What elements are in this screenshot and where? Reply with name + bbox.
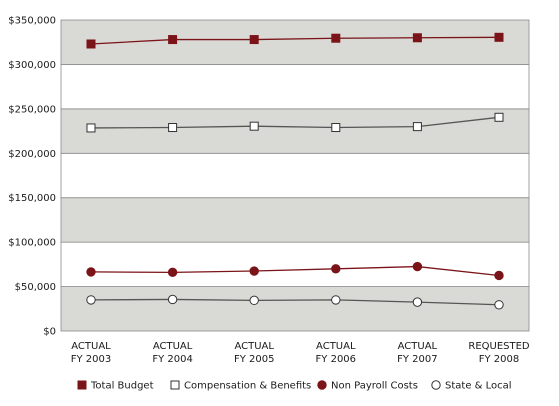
data-point-compensation-benefits <box>86 123 96 133</box>
x-category-label: REQUESTED FY 2008 <box>468 341 530 365</box>
data-point-non-payroll-costs <box>331 264 341 274</box>
series-line-non-payroll-costs <box>90 265 500 277</box>
series-lines <box>90 36 500 306</box>
y-tick-label: $300,000 <box>8 60 56 71</box>
grid-band <box>60 241 530 287</box>
data-point-compensation-benefits <box>494 112 504 122</box>
data-point-state-local <box>86 295 96 305</box>
grid-band <box>60 108 530 154</box>
data-point-non-payroll-costs <box>249 266 259 276</box>
grid-band <box>60 152 530 199</box>
data-point-state-local <box>167 294 178 305</box>
data-point-compensation-benefits <box>168 123 178 133</box>
y-tick-label: $250,000 <box>8 104 56 115</box>
data-point-total-budget <box>494 32 504 42</box>
grid-bands <box>60 19 530 332</box>
data-point-non-payroll-costs <box>412 261 423 272</box>
legend-label-non-payroll-costs: Non Payroll Costs <box>331 381 418 392</box>
data-point-compensation-benefits <box>331 123 341 133</box>
y-tick-label: $200,000 <box>8 149 56 160</box>
legend-marker-compensation-benefits <box>170 380 180 390</box>
data-point-non-payroll-costs <box>167 267 178 278</box>
grid-band <box>60 197 530 243</box>
grid-band <box>60 286 530 332</box>
series-line-total-budget <box>90 36 500 45</box>
data-point-total-budget <box>331 33 341 43</box>
legend-marker-non-payroll-costs <box>317 380 327 390</box>
y-tick-label: $100,000 <box>8 238 56 249</box>
x-category-label: ACTUAL FY 2007 <box>397 341 438 365</box>
grid-band <box>60 64 530 110</box>
legend-label-compensation-benefits: Compensation & Benefits <box>184 381 311 392</box>
data-point-compensation-benefits <box>249 121 259 131</box>
series-line-state-local <box>90 298 500 306</box>
y-tick-label: $50,000 <box>15 282 56 293</box>
legend-marker-total-budget <box>77 380 87 390</box>
data-point-state-local <box>494 300 504 310</box>
legend-label-state-local: State & Local <box>445 381 512 392</box>
data-point-compensation-benefits <box>412 122 422 132</box>
y-tick-label: $350,000 <box>8 16 56 27</box>
y-tick-label: $0 <box>43 327 56 338</box>
y-axis-tick-labels: $0 $50,000 $100,000 $150,000 $200,000 $250,00… <box>8 16 56 338</box>
data-point-non-payroll-costs <box>494 270 504 281</box>
x-axis-category-labels: ACTUAL FY 2003 ACTUAL FY 2004 ACTUAL FY 2005 A… <box>71 341 530 365</box>
data-point-state-local <box>249 295 259 306</box>
x-category-label: ACTUAL FY 2004 <box>152 341 193 365</box>
x-category-label: ACTUAL FY 2003 <box>71 341 112 365</box>
data-point-state-local <box>331 295 341 305</box>
legend-label-total-budget: Total Budget <box>90 381 154 392</box>
y-tick-label: $150,000 <box>8 193 56 204</box>
x-category-label: ACTUAL FY 2006 <box>316 341 357 365</box>
x-category-label: ACTUAL FY 2005 <box>234 341 275 365</box>
data-point-total-budget <box>249 35 259 45</box>
data-point-non-payroll-costs <box>86 267 96 277</box>
legend: Total Budget Compensation & Benefits Non P… <box>77 380 512 392</box>
data-point-state-local <box>412 297 423 307</box>
series-line-compensation-benefits <box>90 116 500 129</box>
data-point-total-budget <box>168 35 178 45</box>
grid-band <box>60 19 530 65</box>
data-point-total-budget <box>86 39 96 49</box>
legend-marker-state-local <box>431 380 441 390</box>
series-markers <box>86 32 504 310</box>
data-point-total-budget <box>412 33 422 43</box>
